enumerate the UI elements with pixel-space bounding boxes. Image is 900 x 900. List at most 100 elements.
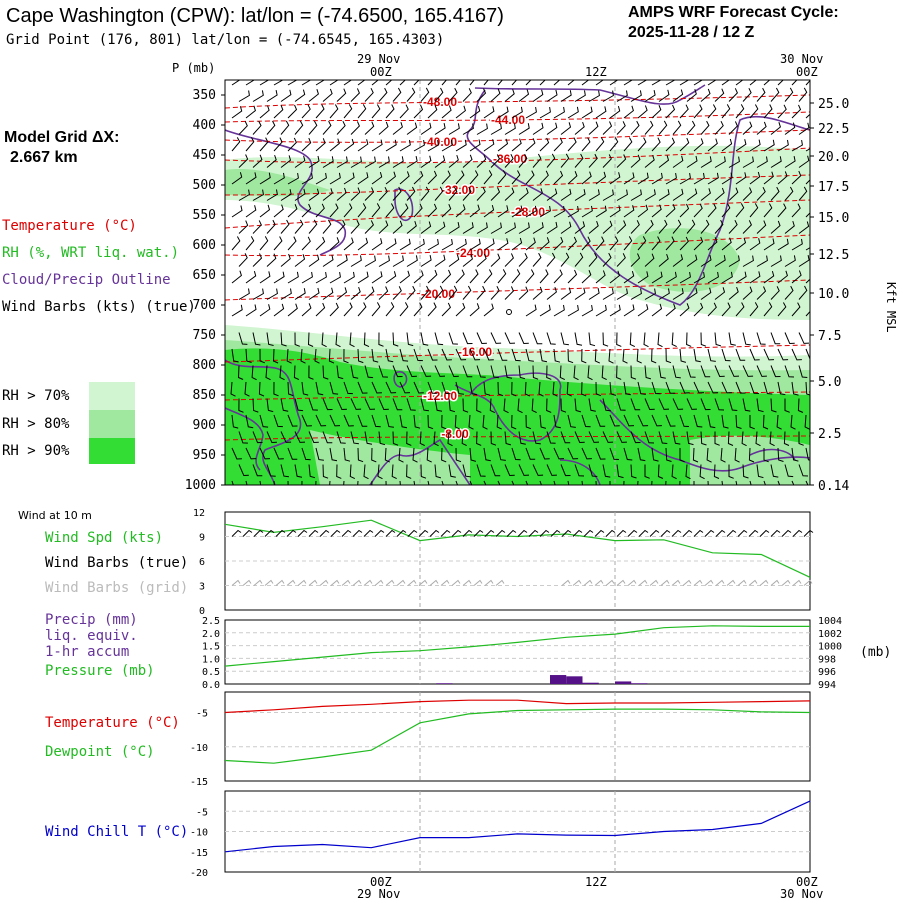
wind-barb <box>441 80 448 86</box>
wind-barb <box>595 205 607 218</box>
pressure-tick-600: 600 <box>193 238 216 253</box>
wind-barb <box>581 270 592 284</box>
top-time-00z-2: 00Z <box>796 65 818 79</box>
wind-barb <box>735 172 747 185</box>
wind-barb <box>784 156 796 168</box>
wind-barb <box>322 156 334 168</box>
legend-wind-chill: Wind Chill T (°C) <box>45 824 188 840</box>
wind-barb <box>791 140 803 152</box>
wind-barb <box>686 254 698 267</box>
isotherm-label: -28.00 <box>511 205 545 219</box>
wind-barb <box>616 464 624 479</box>
wind-barb <box>364 286 375 300</box>
wind10-barb-true <box>418 529 429 537</box>
wind-barb <box>420 285 430 300</box>
wind-barb <box>308 287 320 300</box>
wind-barb <box>441 302 451 317</box>
wind-barb <box>553 269 563 284</box>
wind-barb <box>265 365 271 381</box>
wind-barb <box>574 332 583 346</box>
wind-barb <box>238 332 248 345</box>
wind-barb <box>602 464 611 478</box>
wind-barb <box>749 348 760 361</box>
wind-barb <box>665 137 675 152</box>
wind-barb <box>518 187 529 201</box>
pressure-ytick: 996 <box>818 667 836 678</box>
wind-barb <box>707 348 716 362</box>
wind10-barb-grid <box>396 579 406 586</box>
wind-chill-line <box>224 800 811 853</box>
wind-barb <box>280 120 290 135</box>
wind-barb <box>273 172 285 185</box>
wind10-barb-true <box>319 529 330 537</box>
pressure-tick-350: 350 <box>193 88 216 103</box>
wind-barb <box>735 414 742 429</box>
wind-barb <box>329 447 338 462</box>
wind-barb <box>391 464 397 480</box>
pressure-tick-750: 750 <box>193 328 216 343</box>
wind10-barb-true <box>473 529 484 537</box>
wind-barb <box>406 220 417 234</box>
wind-barb <box>322 120 332 135</box>
wind-barb <box>448 186 458 201</box>
wind-barb <box>434 87 444 102</box>
wind-barb <box>574 464 585 477</box>
wind-barb <box>763 203 773 218</box>
wind-barb <box>532 122 544 135</box>
wind-speed-line <box>224 519 811 578</box>
wind-barb <box>574 153 584 168</box>
wind-barb <box>567 305 579 317</box>
wind-barb <box>301 414 312 427</box>
wind-barb <box>595 106 607 119</box>
wind-barb <box>707 237 718 251</box>
wind-barb <box>658 219 668 234</box>
wind-barb <box>769 431 775 447</box>
wind-barb <box>378 365 388 378</box>
wind-barb <box>622 348 628 364</box>
wind-barb <box>602 121 613 135</box>
wind-barb <box>665 204 676 218</box>
wind-barb <box>756 365 767 377</box>
wind-barb <box>672 89 684 102</box>
wind-barb <box>413 302 423 317</box>
wind-barb <box>343 381 353 395</box>
wind-barb <box>518 286 529 300</box>
precip-ytick: 1.5 <box>202 642 220 653</box>
windchill-ytick: -20 <box>190 868 208 879</box>
temp-frame <box>224 691 811 782</box>
wind-barb <box>567 206 579 218</box>
wind-barb <box>623 105 634 119</box>
wind-barb <box>343 237 354 251</box>
wind-barb <box>581 106 593 119</box>
wind-barb <box>777 381 786 396</box>
wind-barb <box>420 255 432 267</box>
wind-barb <box>413 348 423 362</box>
wind-barb <box>693 172 705 185</box>
wind-barb <box>560 398 567 413</box>
wind-barb <box>378 121 389 135</box>
wind-barb <box>532 89 544 102</box>
wind-barb <box>742 187 753 201</box>
pressure-tick-1000: 1000 <box>185 478 216 493</box>
wind-barb <box>629 332 636 348</box>
wind-barb <box>714 187 725 201</box>
wind-barb <box>735 237 747 251</box>
pressure-ytick: 994 <box>818 680 836 691</box>
wind-barb <box>315 447 324 461</box>
wind-barb <box>287 303 298 317</box>
wind-barb <box>588 220 599 234</box>
wind-barb <box>532 464 544 476</box>
wind-barb <box>364 398 376 410</box>
legend-wind: Wind Barbs (kts) (true) <box>2 299 196 315</box>
height-axis-title: Kft MSL <box>884 282 898 333</box>
wind-barb <box>350 121 360 135</box>
wind10-title: Wind at 10 m <box>18 509 92 522</box>
wind-barb <box>322 464 329 479</box>
wind-barb <box>237 365 244 380</box>
pressure-tick-650: 650 <box>193 268 216 283</box>
wind10-barb-grid <box>726 579 736 586</box>
wind-barb <box>307 332 314 347</box>
wind-barb <box>742 398 751 412</box>
wind-barb <box>392 156 404 168</box>
wind10-barb-true <box>462 529 473 537</box>
